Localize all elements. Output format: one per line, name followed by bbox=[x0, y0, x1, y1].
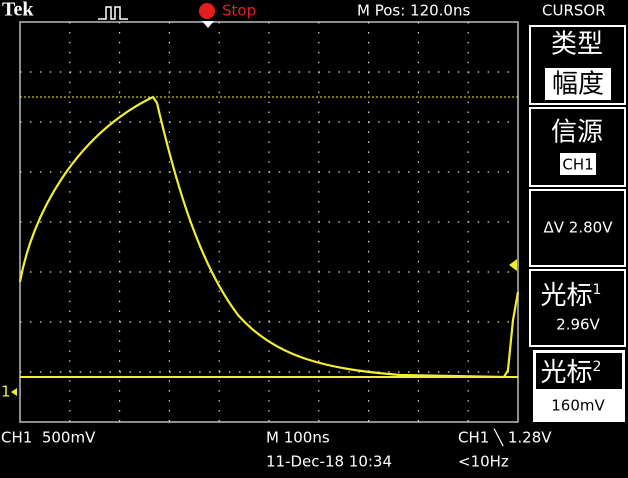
menu-box bbox=[529, 269, 626, 347]
channel-scale: CH1 500mV bbox=[1, 429, 96, 447]
status: Stop bbox=[222, 2, 256, 20]
menu-value: CH1 bbox=[562, 156, 593, 174]
menu-highlight bbox=[560, 153, 596, 175]
date: 11-Dec-18 10:34 bbox=[266, 453, 392, 471]
timebase: M 100ns bbox=[266, 429, 330, 447]
waveform bbox=[18, 95, 520, 379]
channel-marker: 1 bbox=[1, 383, 11, 401]
position: M Pos: 120.0ns bbox=[357, 2, 470, 20]
menu-highlight bbox=[545, 68, 611, 100]
channel-arrow bbox=[11, 388, 17, 396]
menu-value: 2.96V bbox=[556, 316, 600, 334]
menu-label-text: 光标 bbox=[541, 281, 593, 311]
trigger: CH1 ╲ 1.28V bbox=[458, 429, 552, 447]
menu-box bbox=[529, 25, 626, 105]
menu-label: 类型 bbox=[551, 30, 603, 60]
menu-value: 幅度 bbox=[552, 70, 604, 100]
menu-title: CURSOR bbox=[542, 2, 606, 20]
frequency: <10Hz bbox=[458, 453, 509, 471]
menu-label: 光标2 bbox=[541, 358, 602, 388]
graticule bbox=[20, 22, 518, 422]
menu-value: ΔV 2.80V bbox=[544, 219, 614, 237]
trigger-level bbox=[509, 259, 517, 271]
menu-value: 160mV bbox=[551, 397, 605, 415]
menu-box bbox=[529, 107, 626, 187]
menu-superscript: 2 bbox=[593, 359, 602, 375]
menu-label: 信源 bbox=[551, 118, 603, 148]
menu-label-text: 光标 bbox=[541, 358, 593, 388]
brand: Tek bbox=[2, 0, 34, 21]
menu-label-bg bbox=[536, 353, 622, 389]
menu-label: 光标1 bbox=[541, 281, 602, 311]
trigger-position bbox=[202, 21, 214, 28]
menu-superscript: 1 bbox=[593, 282, 602, 298]
stop-dot bbox=[199, 3, 215, 19]
trigger-icon bbox=[98, 6, 128, 20]
menu-box bbox=[529, 189, 626, 267]
